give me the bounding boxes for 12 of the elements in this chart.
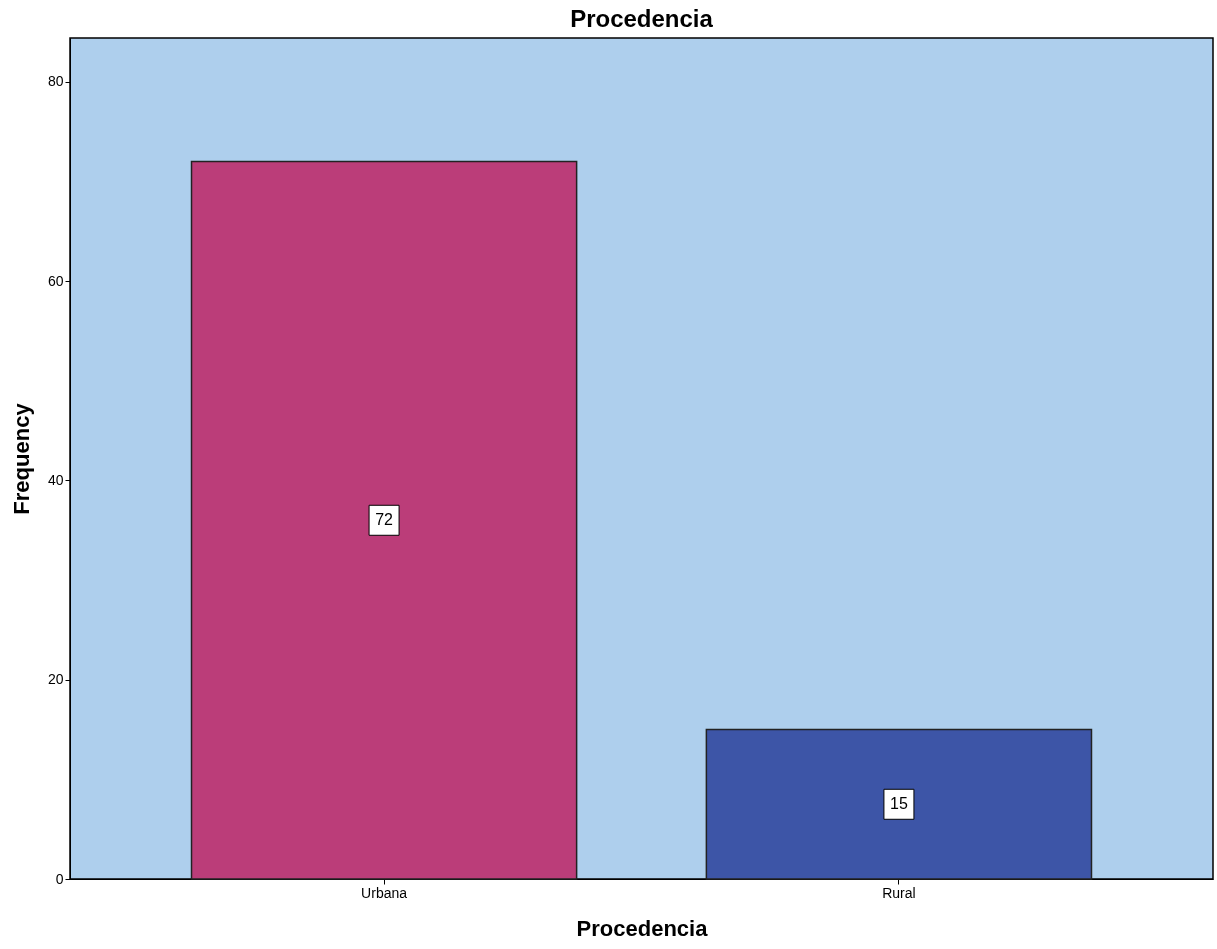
data-label: 15 (890, 795, 908, 813)
y-tick-label: 80 (47, 73, 64, 90)
y-tick-label: 40 (47, 471, 64, 488)
y-axis-title: Frequency (8, 402, 34, 515)
chart-title: Procedencia (570, 5, 714, 32)
y-tick-label: 0 (55, 870, 64, 887)
data-label: 72 (375, 511, 394, 529)
x-tick-label: Rural (882, 884, 916, 901)
y-tick-label: 20 (47, 671, 64, 688)
x-axis-title: Procedencia (576, 915, 709, 941)
x-tick-label: Urbana (361, 884, 408, 901)
y-tick-label: 60 (47, 272, 64, 289)
